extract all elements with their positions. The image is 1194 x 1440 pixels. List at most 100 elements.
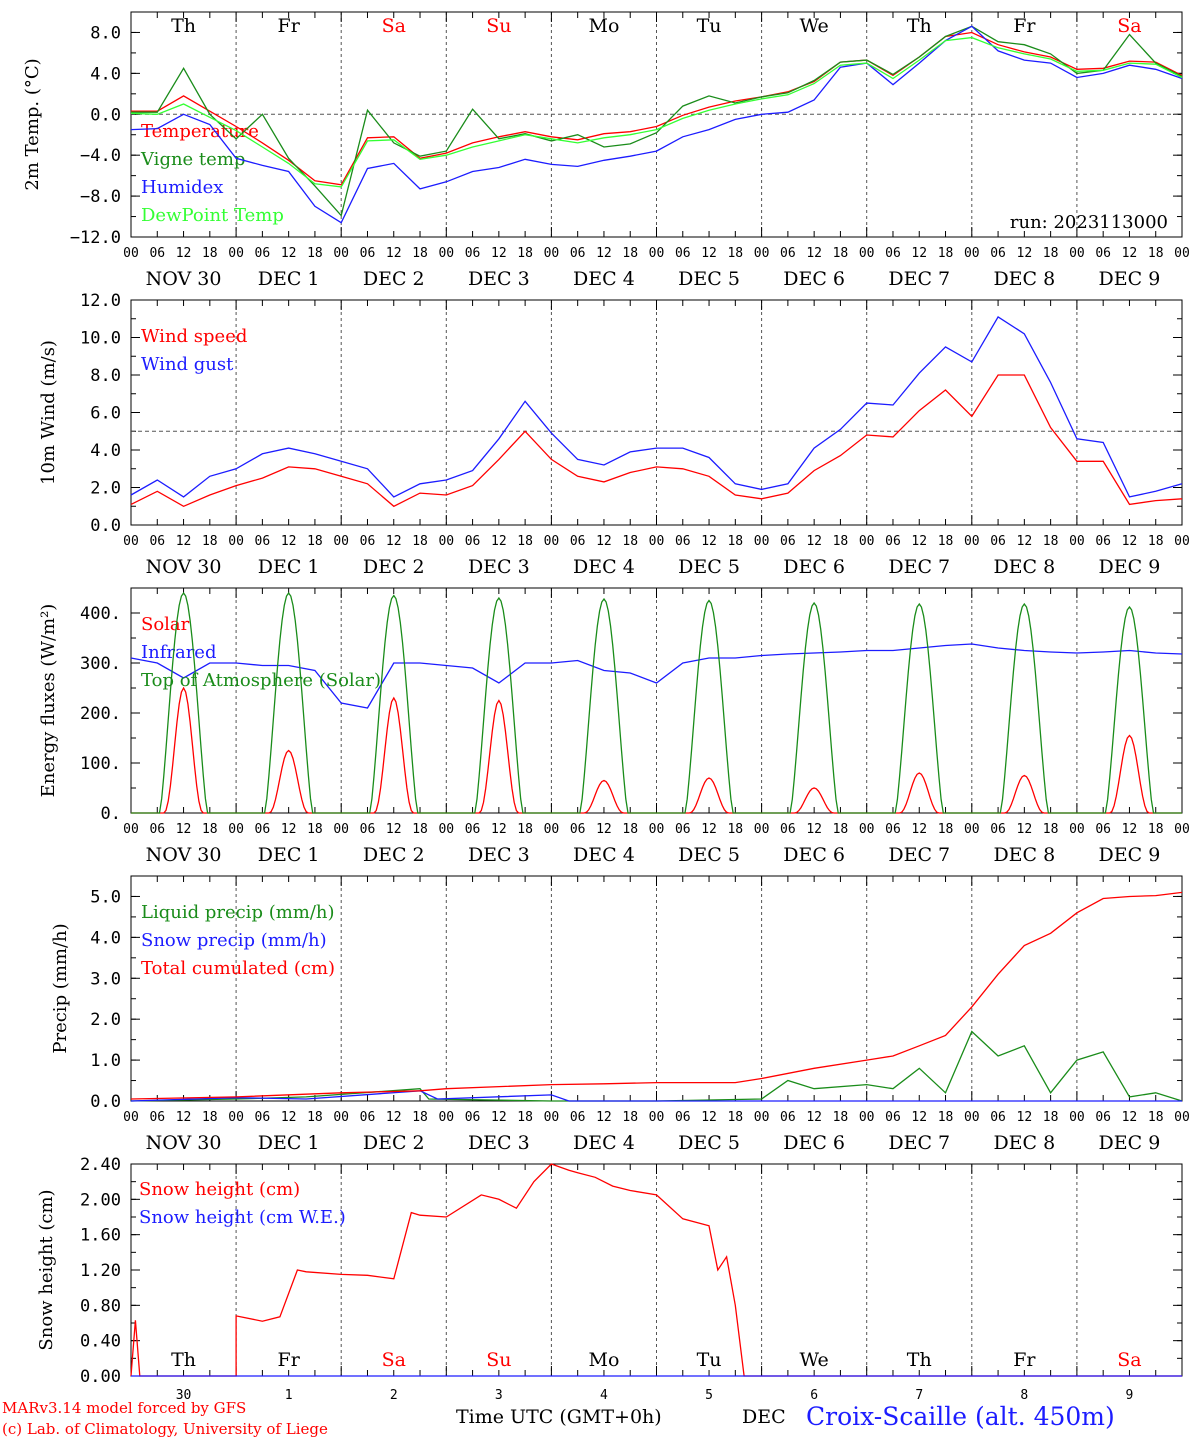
hour-label: 00 <box>438 246 454 261</box>
hour-label: 18 <box>1043 246 1059 261</box>
hour-label: 18 <box>1043 534 1059 549</box>
hour-label: 12 <box>491 534 507 549</box>
day-name-label: Mo <box>588 1349 619 1371</box>
hour-label: 00 <box>123 246 139 261</box>
hour-label: 18 <box>307 534 323 549</box>
series-line <box>130 1090 1182 1102</box>
series-line <box>130 374 1183 508</box>
hour-label: 06 <box>465 1110 481 1125</box>
hour-label: 18 <box>412 534 428 549</box>
hour-label: 18 <box>727 534 743 549</box>
hour-label: 00 <box>1069 246 1085 261</box>
hour-label: 06 <box>1095 534 1111 549</box>
date-label: DEC 1 <box>258 556 320 578</box>
hour-label: 06 <box>149 246 165 261</box>
hour-label: 00 <box>1069 822 1085 837</box>
hour-label: 06 <box>570 534 586 549</box>
hour-label: 18 <box>412 246 428 261</box>
hour-label: 06 <box>360 534 376 549</box>
hour-label: 00 <box>333 246 349 261</box>
x-axis-label: Time UTC (GMT+0h) <box>456 1406 662 1428</box>
hour-label: 06 <box>780 246 796 261</box>
hour-label: 18 <box>1148 534 1164 549</box>
hour-label: 18 <box>307 246 323 261</box>
date-label: DEC 2 <box>363 844 425 866</box>
y-axis-label: Snow height (cm) <box>36 1189 57 1350</box>
legend-entry: DewPoint Temp <box>141 205 284 226</box>
hour-label: 12 <box>1122 822 1138 837</box>
hour-label: 18 <box>833 822 849 837</box>
hour-label: 06 <box>990 534 1006 549</box>
day-number-label: 3 <box>495 1388 503 1403</box>
date-label: DEC 4 <box>573 556 635 578</box>
series-line <box>131 591 1182 814</box>
hour-label: 00 <box>228 822 244 837</box>
y-tick-label: 6.0 <box>90 404 121 424</box>
hour-label: 06 <box>360 246 376 261</box>
hour-label: 12 <box>386 1110 402 1125</box>
date-label: NOV 30 <box>146 268 222 290</box>
hour-label: 00 <box>438 1110 454 1125</box>
legend-entry: Wind gust <box>141 354 234 375</box>
hour-label: 06 <box>360 1110 376 1125</box>
hour-label: 00 <box>228 246 244 261</box>
hour-label: 06 <box>1095 1110 1111 1125</box>
hour-label: 12 <box>701 1110 717 1125</box>
date-label: DEC 5 <box>678 556 740 578</box>
hour-label: 00 <box>1174 822 1190 837</box>
hour-label: 18 <box>307 822 323 837</box>
hour-label: 06 <box>780 534 796 549</box>
date-label: DEC 9 <box>1099 844 1161 866</box>
hour-label: 06 <box>570 246 586 261</box>
day-name-label: Sa <box>1117 1349 1141 1371</box>
date-label: DEC 2 <box>363 1132 425 1154</box>
day-number-label: 2 <box>390 1388 398 1403</box>
day-name-label: Th <box>907 15 932 37</box>
date-label: DEC 3 <box>468 556 530 578</box>
hour-label: 12 <box>1017 822 1033 837</box>
hour-label: 00 <box>333 1110 349 1125</box>
hour-label: 12 <box>911 1110 927 1125</box>
hour-label: 18 <box>202 822 218 837</box>
hour-label: 00 <box>649 534 665 549</box>
y-tick-label: 0.0 <box>90 516 121 536</box>
run-label: run: 2023113000 <box>1010 212 1168 233</box>
hour-label: 12 <box>281 246 297 261</box>
hour-label: 06 <box>465 534 481 549</box>
y-tick-label: 4.0 <box>90 64 121 84</box>
hour-label: 00 <box>544 1110 560 1125</box>
day-number-label: 9 <box>1126 1388 1134 1403</box>
series-line <box>130 1030 1183 1102</box>
hour-label: 18 <box>622 246 638 261</box>
hour-label: 06 <box>990 822 1006 837</box>
hour-label: 06 <box>885 246 901 261</box>
legend-entry: Liquid precip (mm/h) <box>141 902 335 923</box>
day-name-label: Sa <box>382 15 406 37</box>
series-line <box>130 1163 1182 1377</box>
hour-label: 00 <box>544 822 560 837</box>
legend-entry: Snow height (cm W.E.) <box>139 1207 346 1228</box>
y-axis-label: 2m Temp. (°C) <box>22 58 43 190</box>
hour-label: 12 <box>491 1110 507 1125</box>
hour-label: 18 <box>517 1110 533 1125</box>
hour-label: 06 <box>885 1110 901 1125</box>
plot-frame <box>130 587 1183 814</box>
series-line <box>130 891 1183 1100</box>
day-number-label: 1 <box>285 1388 293 1403</box>
hour-label: 06 <box>990 1110 1006 1125</box>
day-name-label: Fr <box>278 1349 301 1371</box>
hour-label: 00 <box>333 534 349 549</box>
date-label: DEC 5 <box>678 268 740 290</box>
hour-label: 06 <box>675 246 691 261</box>
hour-label: 12 <box>701 822 717 837</box>
legend-entry: Solar <box>141 614 190 635</box>
hour-label: 18 <box>938 246 954 261</box>
y-tick-label: 8.0 <box>90 23 121 43</box>
hour-label: 12 <box>596 822 612 837</box>
legend-entry: Temperature <box>141 121 259 142</box>
hour-label: 00 <box>964 534 980 549</box>
hour-label: 12 <box>491 822 507 837</box>
day-name-label: Th <box>907 1349 932 1371</box>
month-label: DEC <box>742 1406 786 1428</box>
y-tick-label: 0. <box>101 804 121 824</box>
